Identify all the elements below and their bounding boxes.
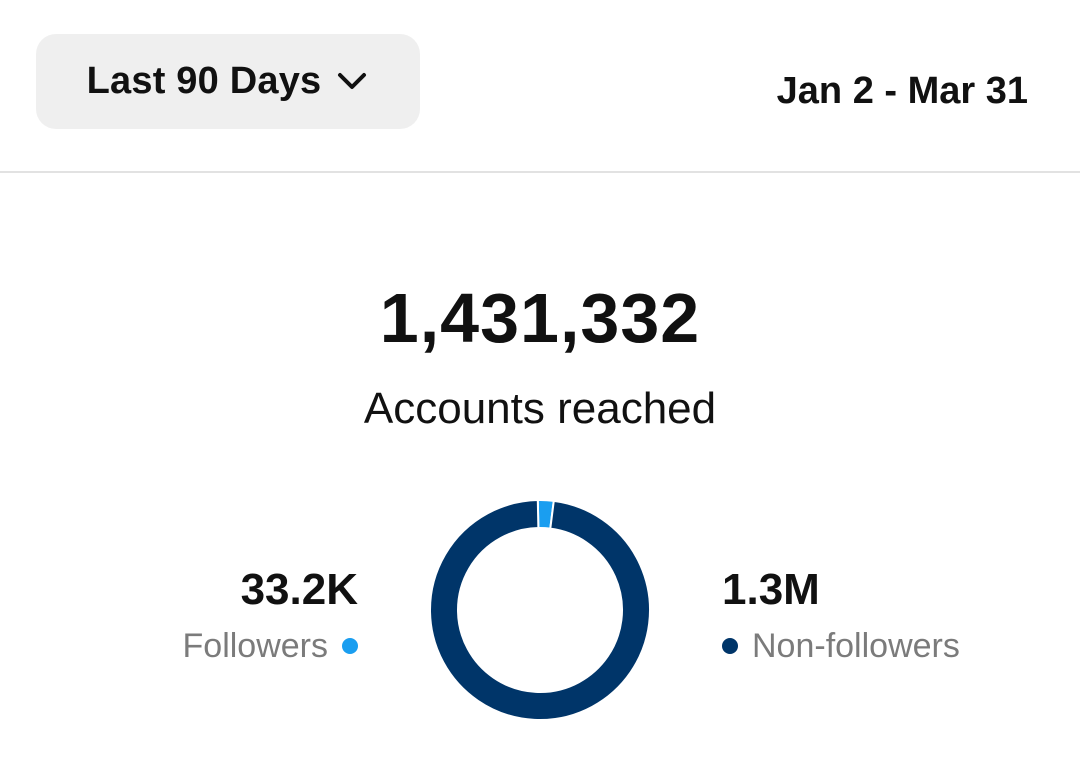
non-followers-label: Non-followers — [752, 627, 960, 665]
chevron-down-icon — [335, 65, 369, 99]
followers-legend-dot — [342, 638, 358, 654]
followers-stat: 33.2K Followers — [183, 562, 358, 668]
time-range-label: Last 90 Days — [86, 60, 322, 102]
non-followers-stat: 1.3M Non-followers — [722, 562, 960, 668]
date-range-label: Jan 2 - Mar 31 — [776, 70, 1028, 112]
donut-slice-non-followers — [429, 498, 651, 721]
reach-donut-chart — [429, 498, 651, 721]
followers-value: 33.2K — [240, 565, 358, 614]
accounts-reached-total: 1,431,332 — [379, 279, 701, 357]
time-range-dropdown[interactable]: Last 90 Days — [36, 34, 420, 129]
followers-label: Followers — [182, 627, 328, 665]
header-divider — [0, 171, 1080, 173]
non-followers-value: 1.3M — [722, 565, 820, 614]
non-followers-legend-dot — [722, 638, 738, 654]
accounts-reached-caption: Accounts reached — [363, 384, 717, 433]
